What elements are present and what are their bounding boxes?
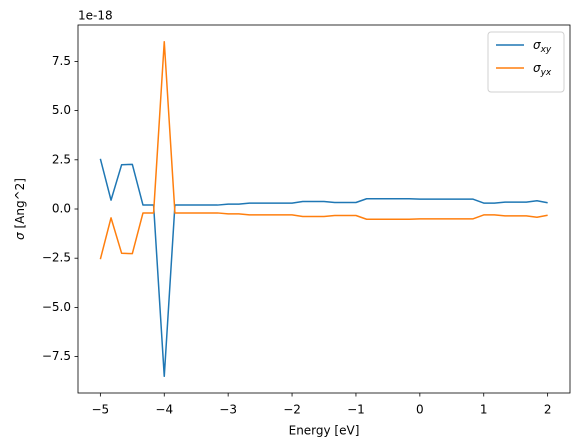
x-tick-label: −1 (347, 403, 365, 417)
x-tick-label: 1 (480, 403, 488, 417)
x-tick-label: −3 (219, 403, 237, 417)
y-tick-label: 5.0 (52, 103, 71, 117)
y-offset-label: 1e-18 (78, 9, 113, 23)
x-tick-label: −5 (92, 403, 110, 417)
line-series (99, 40, 548, 260)
legend-label: σxy (533, 38, 552, 55)
y-tick-label: −2.5 (42, 251, 71, 265)
x-tick-label: 0 (416, 403, 424, 417)
x-tick-label: 2 (544, 403, 552, 417)
y-tick-label: 2.5 (52, 152, 71, 166)
y-tick-label: −7.5 (42, 349, 71, 363)
x-tick-label: −4 (155, 403, 173, 417)
y-tick-label: −5.0 (42, 300, 71, 314)
y-tick-label: 7.5 (52, 54, 71, 68)
y-tick-label: 0.0 (52, 202, 71, 216)
x-tick-label: −2 (283, 403, 301, 417)
legend-box (487, 31, 565, 93)
x-axis-label: Energy [eV] (289, 424, 360, 438)
axes-frame (77, 24, 571, 394)
legend-label: σyx (533, 61, 552, 78)
y-axis-label: σ [Ang^2] (13, 178, 27, 240)
